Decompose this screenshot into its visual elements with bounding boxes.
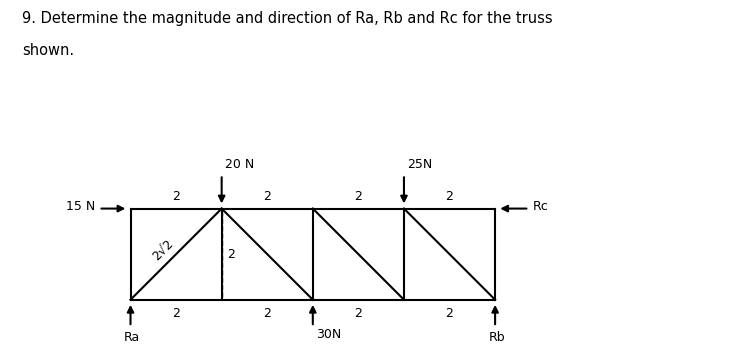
Text: 25N: 25N xyxy=(407,158,433,171)
Text: Rb: Rb xyxy=(488,331,505,344)
Text: 2: 2 xyxy=(355,190,362,203)
Text: 2: 2 xyxy=(263,307,271,320)
Text: Rc: Rc xyxy=(533,200,548,213)
Text: 2: 2 xyxy=(446,190,453,203)
Text: 20 N: 20 N xyxy=(226,158,255,171)
Text: shown.: shown. xyxy=(22,43,74,58)
Text: 2: 2 xyxy=(227,248,235,261)
Text: 30N: 30N xyxy=(316,328,342,341)
Text: 2: 2 xyxy=(446,307,453,320)
Text: 2: 2 xyxy=(172,190,180,203)
Text: 2: 2 xyxy=(355,307,362,320)
Text: 15 N: 15 N xyxy=(66,200,95,213)
Text: 2: 2 xyxy=(172,307,180,320)
Text: 2√2: 2√2 xyxy=(151,237,177,263)
Text: 9. Determine the magnitude and direction of Ra, Rb and Rc for the truss: 9. Determine the magnitude and direction… xyxy=(22,11,553,26)
Text: Ra: Ra xyxy=(124,331,140,344)
Text: 2: 2 xyxy=(263,190,271,203)
